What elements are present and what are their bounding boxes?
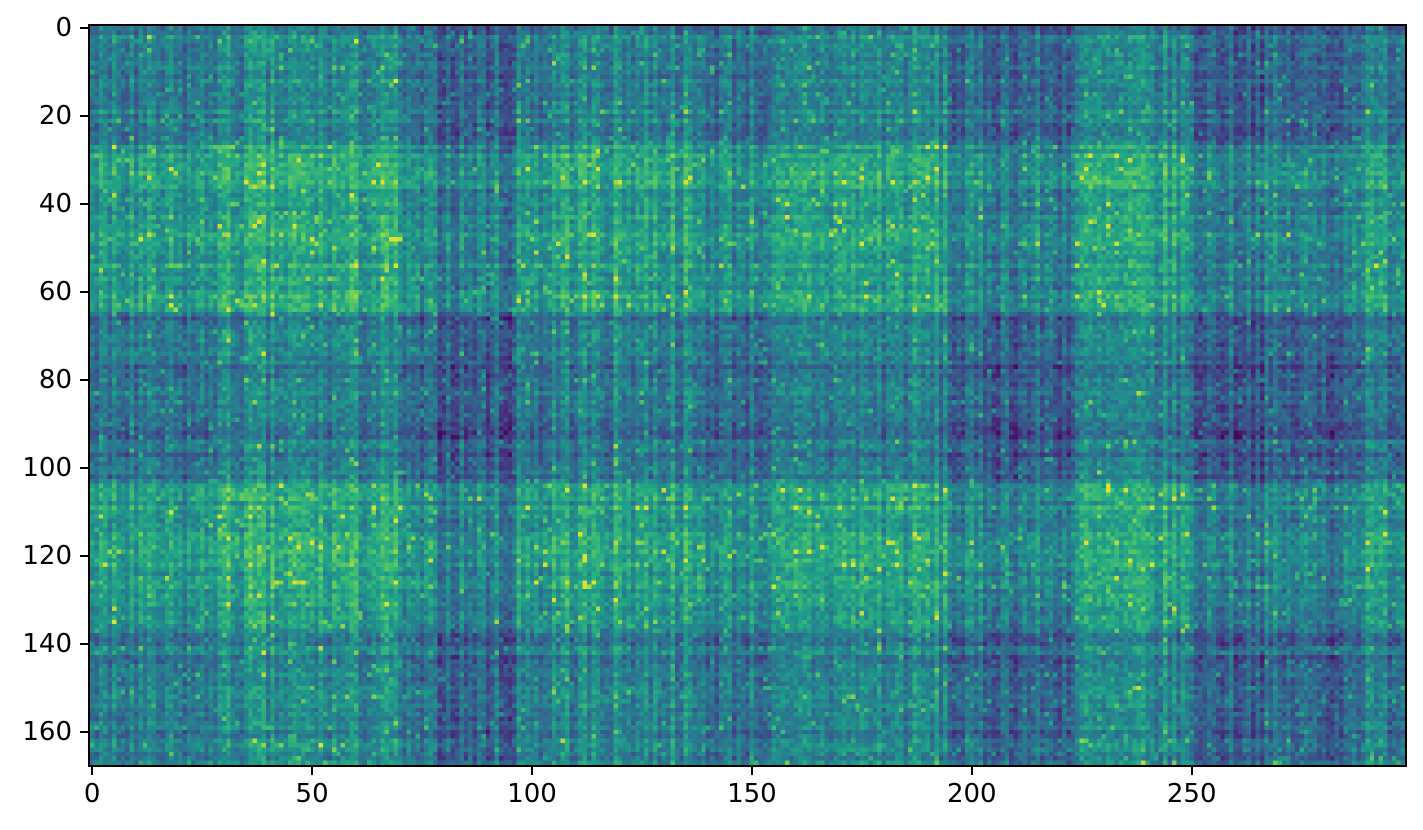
- y-tick-label: 100: [22, 453, 72, 484]
- y-tick-mark: [80, 467, 88, 470]
- y-tick-label: 120: [22, 541, 72, 572]
- y-tick-label: 20: [38, 101, 72, 132]
- y-tick-mark: [80, 27, 88, 30]
- y-tick-label: 140: [22, 629, 72, 660]
- plot-area: [88, 24, 1407, 767]
- y-tick-label: 0: [55, 13, 72, 44]
- x-tick-mark: [1190, 767, 1193, 775]
- x-tick-mark: [91, 767, 94, 775]
- x-tick-label: 0: [83, 779, 101, 809]
- x-tick-label: 100: [507, 779, 557, 809]
- x-tick-label: 250: [1166, 779, 1217, 809]
- y-tick-mark: [80, 291, 88, 294]
- y-tick-mark: [80, 115, 88, 118]
- y-tick-label: 60: [38, 277, 72, 308]
- x-tick-mark: [970, 767, 973, 775]
- y-tick-mark: [80, 379, 88, 382]
- y-tick-mark: [80, 731, 88, 733]
- heatmap-canvas: [90, 26, 1405, 765]
- x-tick-mark: [311, 767, 314, 775]
- y-tick-mark: [80, 643, 88, 646]
- x-tick-mark: [750, 767, 753, 775]
- x-tick-label: 150: [727, 779, 777, 809]
- y-tick-mark: [80, 203, 88, 206]
- y-tick-label: 80: [38, 365, 72, 396]
- x-tick-label: 50: [295, 779, 329, 809]
- y-tick-label: 40: [38, 189, 72, 220]
- y-tick-mark: [80, 555, 88, 558]
- x-tick-mark: [530, 767, 533, 775]
- y-tick-label: 160: [22, 717, 72, 747]
- x-tick-label: 200: [946, 779, 997, 809]
